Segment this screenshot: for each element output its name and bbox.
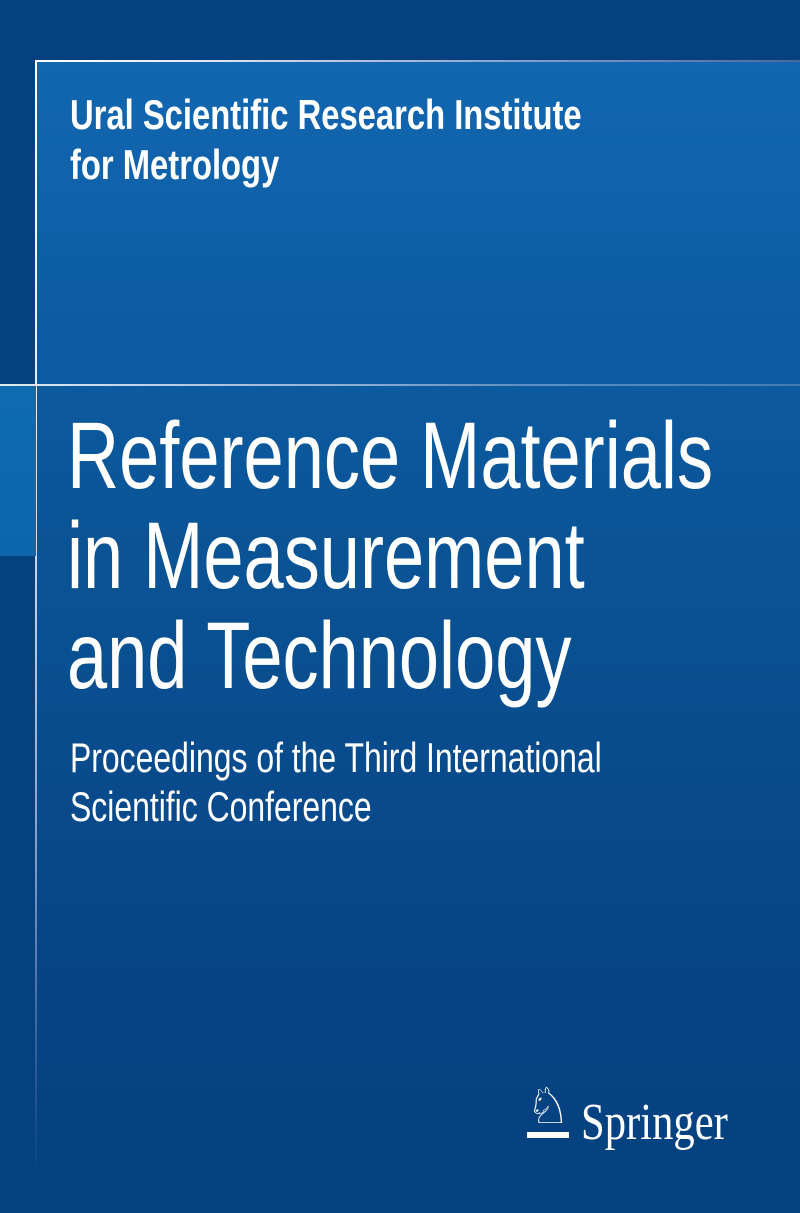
publisher-name: Springer — [581, 1094, 728, 1151]
title-line-1: Reference Materials — [67, 403, 714, 509]
title-band-divider-line — [0, 384, 800, 386]
springer-logo: ♘ Springer — [525, 1077, 760, 1149]
panel-left-edge-line — [35, 60, 37, 1180]
springer-horse-icon: ♘ — [525, 1077, 571, 1135]
springer-horse-emblem: ♘ — [525, 1077, 571, 1138]
institute-line-2: for Metrology — [70, 141, 280, 188]
title-line-2: in Measurement — [67, 503, 585, 609]
institute-name: Ural Scientific Research Institute for M… — [70, 90, 582, 190]
subtitle-line-2: Scientific Conference — [70, 783, 372, 830]
subtitle-line-1: Proceedings of the Third International — [70, 734, 602, 781]
cover-gradient-panel — [37, 62, 800, 1213]
panel-top-edge-line — [35, 60, 800, 62]
title-line-3: and Technology — [67, 603, 572, 709]
institute-line-1: Ural Scientific Research Institute — [70, 91, 582, 138]
left-accent-block — [0, 386, 36, 556]
book-title: Reference Materials in Measurement and T… — [67, 406, 713, 706]
book-subtitle: Proceedings of the Third International S… — [70, 733, 602, 831]
springer-horse-base-bar — [527, 1132, 569, 1138]
